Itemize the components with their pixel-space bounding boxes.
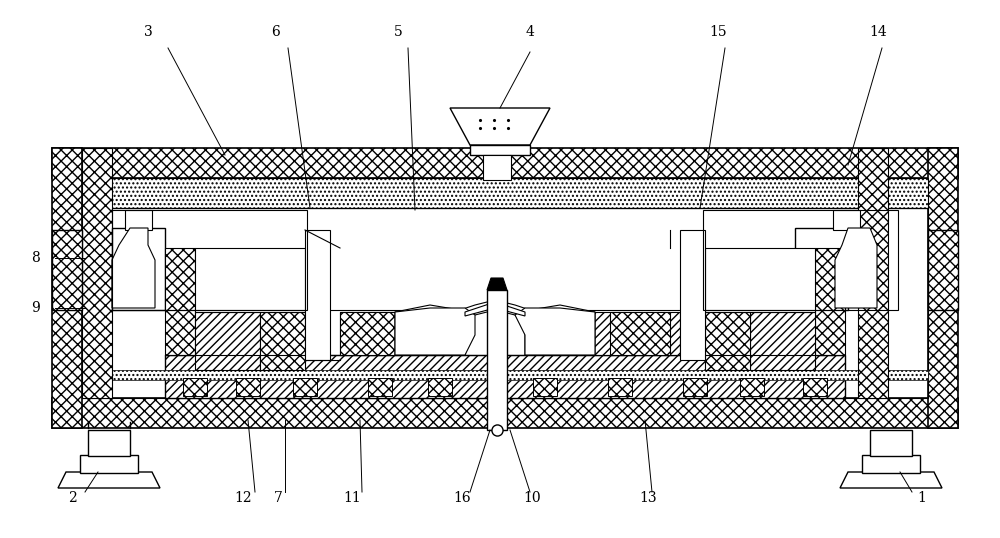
Bar [928, 230, 958, 310]
Bar [52, 398, 958, 428]
Bar [795, 228, 848, 310]
Bar [195, 312, 260, 370]
Bar [112, 228, 165, 310]
Text: 16: 16 [453, 491, 471, 505]
Bar [680, 230, 705, 360]
Text: 15: 15 [709, 25, 727, 39]
Text: 1: 1 [918, 491, 926, 505]
Text: 8: 8 [31, 251, 39, 265]
Bar [608, 378, 632, 396]
Bar [862, 455, 920, 473]
Bar [870, 430, 912, 456]
Bar [82, 148, 112, 398]
Bar [293, 378, 317, 396]
Bar [52, 148, 958, 178]
Text: 11: 11 [343, 491, 361, 505]
Bar [470, 145, 530, 155]
Bar [52, 148, 82, 428]
Bar [305, 230, 330, 360]
Bar [125, 210, 152, 230]
Bar [487, 290, 507, 430]
Bar [703, 210, 898, 310]
Polygon shape [58, 472, 160, 488]
Polygon shape [395, 308, 475, 355]
Polygon shape [395, 300, 595, 355]
Bar [165, 355, 845, 398]
Bar [540, 312, 680, 355]
Polygon shape [835, 228, 877, 308]
Bar [803, 378, 827, 396]
Bar [183, 378, 207, 396]
Bar [858, 148, 888, 398]
Bar [340, 312, 465, 355]
Text: 4: 4 [526, 25, 534, 39]
Polygon shape [487, 278, 507, 290]
Bar [82, 370, 928, 380]
Polygon shape [465, 302, 525, 316]
Text: 7: 7 [274, 491, 282, 505]
Bar [88, 430, 130, 456]
Bar [483, 155, 511, 180]
Bar [750, 312, 815, 370]
Bar [815, 248, 845, 355]
Bar [195, 248, 305, 312]
Bar [52, 230, 82, 310]
Bar [683, 378, 707, 396]
Bar [236, 378, 260, 396]
Bar [112, 210, 307, 310]
Bar [705, 248, 815, 312]
Bar [260, 312, 305, 370]
Polygon shape [840, 472, 942, 488]
Text: 6: 6 [271, 25, 279, 39]
Text: 14: 14 [869, 25, 887, 39]
Bar [82, 208, 928, 398]
Bar [533, 378, 557, 396]
Bar [740, 378, 764, 396]
Bar [428, 378, 452, 396]
Bar [833, 210, 860, 230]
Text: 12: 12 [234, 491, 252, 505]
Text: 10: 10 [523, 491, 541, 505]
Bar [165, 248, 195, 355]
Bar [610, 312, 670, 355]
Bar [82, 178, 928, 208]
Bar [80, 455, 138, 473]
Text: 3: 3 [144, 25, 152, 39]
Text: 9: 9 [31, 301, 39, 315]
Polygon shape [515, 308, 595, 355]
Text: 13: 13 [639, 491, 657, 505]
Polygon shape [112, 228, 155, 308]
Bar [368, 378, 392, 396]
Text: 2: 2 [68, 491, 76, 505]
Text: 5: 5 [394, 25, 402, 39]
Bar [705, 312, 750, 370]
Bar [928, 148, 958, 428]
Polygon shape [450, 108, 550, 145]
Bar [340, 312, 400, 355]
